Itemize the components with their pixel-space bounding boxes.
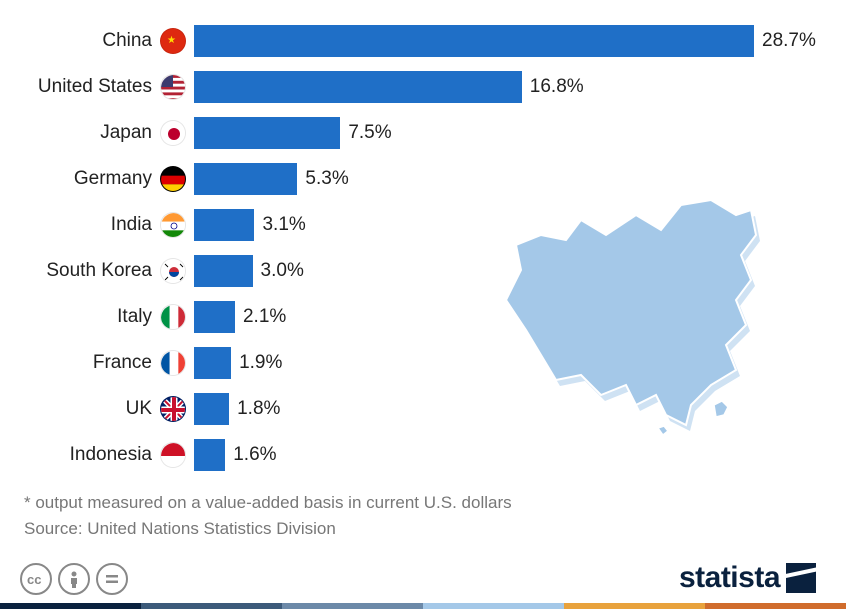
bar <box>194 209 254 241</box>
bar-row: Italy 2.1% <box>0 296 820 338</box>
bar-row: China ★ 28.7% <box>0 20 820 62</box>
country-label: Germany <box>0 168 160 190</box>
chart-footnote: * output measured on a value-added basis… <box>24 490 512 541</box>
bar <box>194 347 231 379</box>
in-flag-icon <box>160 212 186 238</box>
de-flag-icon <box>160 166 186 192</box>
bottom-color-strip <box>0 603 846 609</box>
bar-row: India 3.1% <box>0 204 820 246</box>
bar-row: Indonesia 1.6% <box>0 434 820 476</box>
bar <box>194 25 754 57</box>
bar-value: 2.1% <box>243 306 286 328</box>
bar <box>194 439 225 471</box>
bar-track: 1.6% <box>194 439 820 471</box>
country-label: India <box>0 214 160 236</box>
country-label: UK <box>0 398 160 420</box>
logo-text: statista <box>679 561 780 595</box>
country-label: South Korea <box>0 260 160 282</box>
bar-row: South Korea 3.0% <box>0 250 820 292</box>
bar-track: 1.8% <box>194 393 820 425</box>
footnote-line-1: * output measured on a value-added basis… <box>24 490 512 516</box>
country-label: France <box>0 352 160 374</box>
country-label: China <box>0 30 160 52</box>
fr-flag-icon <box>160 350 186 376</box>
bar-row: Japan 7.5% <box>0 112 820 154</box>
kr-flag-icon <box>160 258 186 284</box>
bar-track: 28.7% <box>194 25 820 57</box>
bar-track: 1.9% <box>194 347 820 379</box>
id-flag-icon <box>160 442 186 468</box>
bar-track: 7.5% <box>194 117 820 149</box>
country-label: United States <box>0 76 160 98</box>
bar-row: Germany 5.3% <box>0 158 820 200</box>
footnote-line-2: Source: United Nations Statistics Divisi… <box>24 516 512 542</box>
statista-logo: statista <box>679 561 816 595</box>
bar-row: UK 1.8% <box>0 388 820 430</box>
cn-flag-icon: ★ <box>160 28 186 54</box>
license-badges: cc <box>20 563 128 595</box>
svg-text:cc: cc <box>27 572 41 587</box>
bar-value: 7.5% <box>348 122 391 144</box>
by-icon <box>58 563 90 595</box>
bar <box>194 71 522 103</box>
bar-value: 3.0% <box>261 260 304 282</box>
bar-track: 3.0% <box>194 255 820 287</box>
uk-flag-icon <box>160 396 186 422</box>
it-flag-icon <box>160 304 186 330</box>
bar <box>194 117 340 149</box>
bar-value: 1.9% <box>239 352 282 374</box>
bar-value: 1.8% <box>237 398 280 420</box>
bar-value: 1.6% <box>233 444 276 466</box>
logo-mark-icon <box>786 563 816 593</box>
country-label: Indonesia <box>0 444 160 466</box>
bar-track: 2.1% <box>194 301 820 333</box>
bar-value: 16.8% <box>530 76 584 98</box>
us-flag-icon <box>160 74 186 100</box>
bar-value: 5.3% <box>305 168 348 190</box>
bar-row: United States 16.8% <box>0 66 820 108</box>
bar <box>194 301 235 333</box>
bar <box>194 163 297 195</box>
bar-chart: China ★ 28.7% United States 16.8% Japan 7.5% Ge… <box>0 20 820 480</box>
bar-track: 16.8% <box>194 71 820 103</box>
svg-text:★: ★ <box>167 35 176 46</box>
country-label: Japan <box>0 122 160 144</box>
bar-value: 3.1% <box>262 214 305 236</box>
bar-track: 3.1% <box>194 209 820 241</box>
nd-icon <box>96 563 128 595</box>
bar <box>194 393 229 425</box>
bar-track: 5.3% <box>194 163 820 195</box>
country-label: Italy <box>0 306 160 328</box>
bar <box>194 255 253 287</box>
cc-icon: cc <box>20 563 52 595</box>
bar-value: 28.7% <box>762 30 816 52</box>
jp-flag-icon <box>160 120 186 146</box>
bar-row: France 1.9% <box>0 342 820 384</box>
